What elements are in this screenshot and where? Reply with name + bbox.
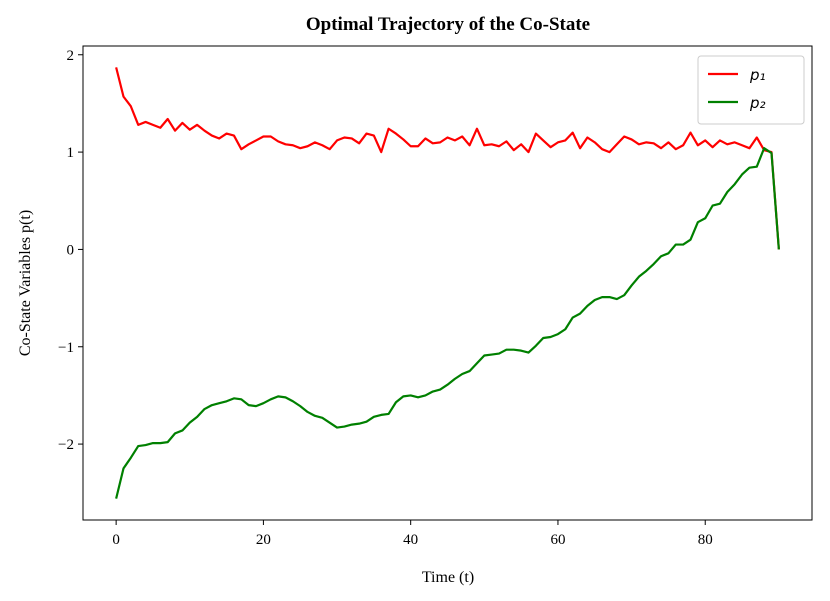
y-tick-label: 1 [67,145,75,161]
legend-label: p₂ [749,94,766,112]
x-tick-label: 0 [112,532,120,548]
y-tick-label: −1 [58,340,74,356]
plot-frame [82,45,813,521]
series-line [115,67,780,250]
x-tick-label: 20 [256,532,271,548]
x-tick-label: 40 [403,532,418,548]
y-tick-label: 0 [67,242,75,258]
y-tick-label: −2 [58,437,74,453]
x-tick-label: 60 [550,532,565,548]
x-axis-label: Time (t) [422,569,474,586]
y-axis-label: Co-State Variables p(t) [17,210,34,356]
x-tick-label: 80 [698,532,713,548]
series-line [115,147,780,499]
y-tick-label: 2 [67,48,75,64]
chart-title: Optimal Trajectory of the Co-State [306,14,590,35]
legend-label: p₁ [749,66,766,84]
